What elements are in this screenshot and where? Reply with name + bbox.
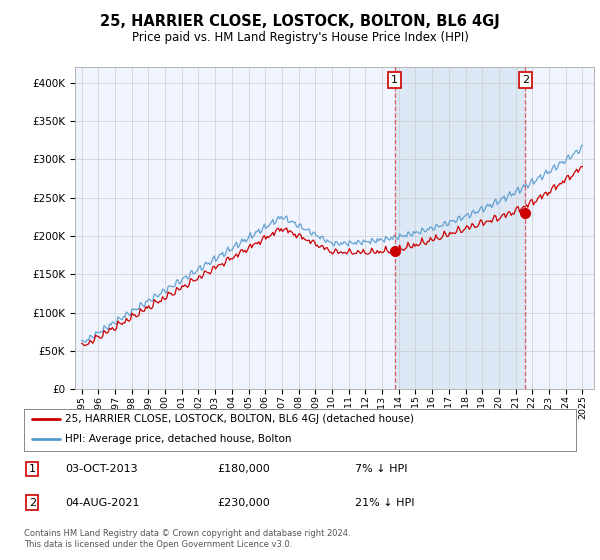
Text: HPI: Average price, detached house, Bolton: HPI: Average price, detached house, Bolt… [65,434,292,444]
Text: Price paid vs. HM Land Registry's House Price Index (HPI): Price paid vs. HM Land Registry's House … [131,31,469,44]
Text: Contains HM Land Registry data © Crown copyright and database right 2024.
This d: Contains HM Land Registry data © Crown c… [24,529,350,549]
Text: 25, HARRIER CLOSE, LOSTOCK, BOLTON, BL6 4GJ (detached house): 25, HARRIER CLOSE, LOSTOCK, BOLTON, BL6 … [65,414,415,424]
Text: 1: 1 [391,75,398,85]
Text: £230,000: £230,000 [217,498,270,507]
Text: 25, HARRIER CLOSE, LOSTOCK, BOLTON, BL6 4GJ: 25, HARRIER CLOSE, LOSTOCK, BOLTON, BL6 … [100,14,500,29]
Text: 04-AUG-2021: 04-AUG-2021 [65,498,140,507]
Text: 2: 2 [521,75,529,85]
Text: 21% ↓ HPI: 21% ↓ HPI [355,498,415,507]
Text: 1: 1 [29,464,36,474]
Text: 2: 2 [29,498,36,507]
Text: £180,000: £180,000 [217,464,270,474]
Text: 03-OCT-2013: 03-OCT-2013 [65,464,138,474]
Bar [395,67,525,389]
Text: 7% ↓ HPI: 7% ↓ HPI [355,464,408,474]
